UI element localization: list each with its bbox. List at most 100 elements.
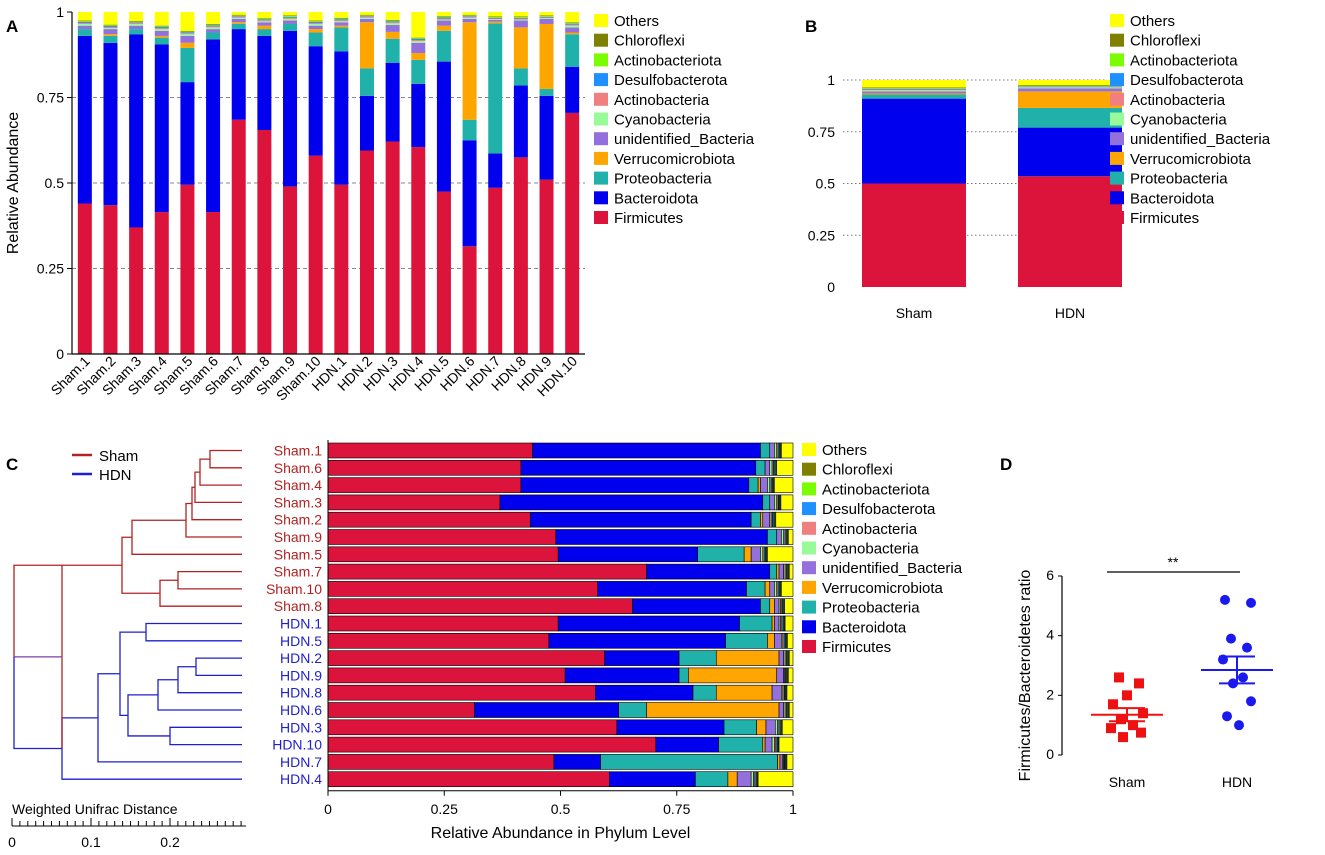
- hbar-others-sham-3: [780, 494, 794, 511]
- y-tick-label: 4: [1046, 627, 1054, 643]
- bar-proteobacteria-sham-5: [180, 47, 195, 83]
- hbar-unidentified-bacteria-sham-3: [769, 494, 775, 511]
- hbar-proteobacteria-sham-3: [762, 494, 771, 511]
- tree-leaf-label-sham-6: Sham.6: [274, 460, 322, 476]
- hbar-firmicutes-sham-10: [327, 581, 599, 597]
- hbar-proteobacteria-sham-7: [769, 563, 778, 580]
- bar-chloroflexi-sham-1: [77, 20, 92, 22]
- tree-leaf-label-sham-3: Sham.3: [274, 494, 322, 510]
- hbar-bacteroidota-sham-4: [520, 477, 750, 493]
- hbar-proteobacteria-hdn-3: [723, 719, 757, 736]
- bar-verrucomicrobiota-hdn-4: [411, 53, 426, 60]
- bar-verrucomicrobiota-hdn-9: [539, 23, 554, 89]
- hbar-unidentified-bacteria-hdn-9: [776, 667, 784, 684]
- legend-swatch-cyanobacteria: [594, 112, 608, 126]
- hbar-bacteroidota-sham-8: [632, 598, 761, 615]
- data-point-hdn: [1246, 597, 1256, 608]
- bar-cyanobacteria-sham: [862, 90, 966, 92]
- legend-swatch-others: [1110, 14, 1124, 27]
- tree-axis-title: Weighted Unifrac Distance: [12, 801, 178, 817]
- hbar-bacteroidota-hdn-2: [604, 650, 680, 666]
- bar-chloroflexi-hdn-5: [436, 16, 451, 17]
- hbar-bacteroidota-sham-9: [555, 529, 768, 545]
- hbar-unidentified-bacteria-sham-10: [769, 581, 775, 597]
- hbar-cyanobacteria-sham-6: [769, 459, 773, 476]
- hbar-unidentified-bacteria-sham-8: [774, 598, 780, 615]
- bar-actinobacteriota-hdn-10: [565, 22, 580, 24]
- hbar-proteobacteria-hdn-6: [618, 702, 647, 718]
- x-tick-label-hdn: HDN: [1055, 305, 1085, 321]
- bar-others-hdn-4: [411, 12, 426, 38]
- hbar-bacteroidota-hdn-5: [548, 632, 726, 649]
- bar-actinobacteria-hdn-9: [539, 17, 554, 19]
- data-point-hdn: [1234, 720, 1244, 731]
- legend-label-proteobacteria: Proteobacteria: [614, 171, 712, 188]
- hbar-verrucomicrobiota-sham-8: [769, 598, 775, 615]
- tree-leaf-label-hdn-6: HDN.6: [280, 702, 322, 718]
- bar-others-sham-9: [283, 12, 298, 16]
- tree-branch-hdn: [177, 666, 242, 694]
- hbar-unidentified-bacteria-hdn-2: [778, 650, 784, 666]
- legend-swatch-actinobacteriota: [802, 482, 816, 496]
- bar-proteobacteria-hdn-7: [488, 23, 503, 154]
- bar-verrucomicrobiota-hdn-1: [334, 25, 349, 28]
- y-tick-label: 1: [827, 72, 835, 88]
- data-point-sham: [1134, 678, 1144, 689]
- tree-branch-sham: [209, 449, 242, 469]
- bar-cyanobacteria-hdn-7: [488, 19, 503, 20]
- legend-swatch-others: [802, 443, 816, 456]
- bar-chloroflexi-hdn-7: [488, 16, 503, 18]
- bar-verrucomicrobiota-hdn-2: [359, 22, 374, 69]
- data-point-hdn: [1242, 642, 1252, 653]
- hbar-others-hdn-10: [778, 736, 794, 753]
- bar-cyanobacteria-hdn-5: [436, 19, 451, 21]
- legend-swatch-firmicutes: [802, 640, 816, 653]
- bar-actinobacteriota-sham-3: [129, 21, 144, 23]
- bar-bacteroidota-hdn-5: [436, 61, 451, 192]
- hbar-unidentified-bacteria-hdn-10: [764, 736, 773, 753]
- data-point-sham: [1108, 699, 1118, 710]
- bar-others-hdn-6: [462, 12, 477, 15]
- legend-label-firmicutes: Firmicutes: [1130, 210, 1199, 227]
- y-tick-label: 1: [56, 4, 64, 20]
- tree-branch-hdn: [127, 694, 170, 737]
- bar-unidentified-bacteria-sham: [862, 91, 966, 94]
- bar-desulfobacterota-sham-1: [77, 21, 92, 23]
- bar-others-hdn-1: [334, 12, 349, 18]
- hbar-cyanobacteria-sham-4: [767, 477, 771, 493]
- bar-bacteroidota-hdn-10: [565, 66, 580, 113]
- legend-swatch-chloroflexi: [1110, 33, 1124, 47]
- data-point-hdn: [1220, 594, 1230, 605]
- bar-firmicutes-hdn-5: [436, 191, 451, 354]
- legend-swatch-actinobacteria: [1110, 92, 1124, 106]
- hbar-others-hdn-4: [757, 771, 794, 788]
- hbar-firmicutes-sham-6: [327, 459, 522, 476]
- bar-firmicutes-hdn-2: [359, 150, 374, 354]
- tree-leaf-label-hdn-10: HDN.10: [272, 737, 322, 753]
- hbar-unidentified-bacteria-hdn-3: [765, 719, 776, 736]
- bar-desulfobacterota-sham-4: [154, 27, 169, 29]
- bar-bacteroidota-sham-2: [103, 42, 118, 206]
- bar-cyanobacteria-hdn-9: [539, 18, 554, 19]
- legend-swatch-firmicutes: [594, 211, 608, 224]
- bar-firmicutes-sham-5: [180, 184, 195, 354]
- tree-leaf-label-sham-8: Sham.8: [274, 598, 322, 614]
- bar-actinobacteriota-sham-4: [154, 26, 169, 28]
- hbar-firmicutes-hdn-6: [327, 702, 475, 718]
- tree-branch-sham: [159, 579, 242, 607]
- bar-verrucomicrobiota-sham: [862, 93, 966, 95]
- legend-label-proteobacteria: Proteobacteria: [822, 600, 920, 617]
- bar-proteobacteria-sham-4: [154, 37, 169, 45]
- data-point-sham: [1116, 714, 1126, 725]
- hbar-firmicutes-sham-4: [327, 477, 522, 493]
- bar-proteobacteria-hdn-3: [385, 38, 400, 63]
- legend-swatch-others: [594, 14, 608, 27]
- hbar-proteobacteria-sham-8: [760, 598, 771, 615]
- tree-leaf-label-hdn-1: HDN.1: [280, 616, 322, 632]
- legend-label-cyanobacteria: Cyanobacteria: [822, 541, 919, 558]
- bar-others-sham-6: [206, 12, 221, 24]
- legend-swatch-unidentified-bacteria: [594, 132, 608, 146]
- legend-label-desulfobacterota: Desulfobacterota: [614, 72, 728, 89]
- bar-actinobacteria-sham-6: [206, 26, 221, 28]
